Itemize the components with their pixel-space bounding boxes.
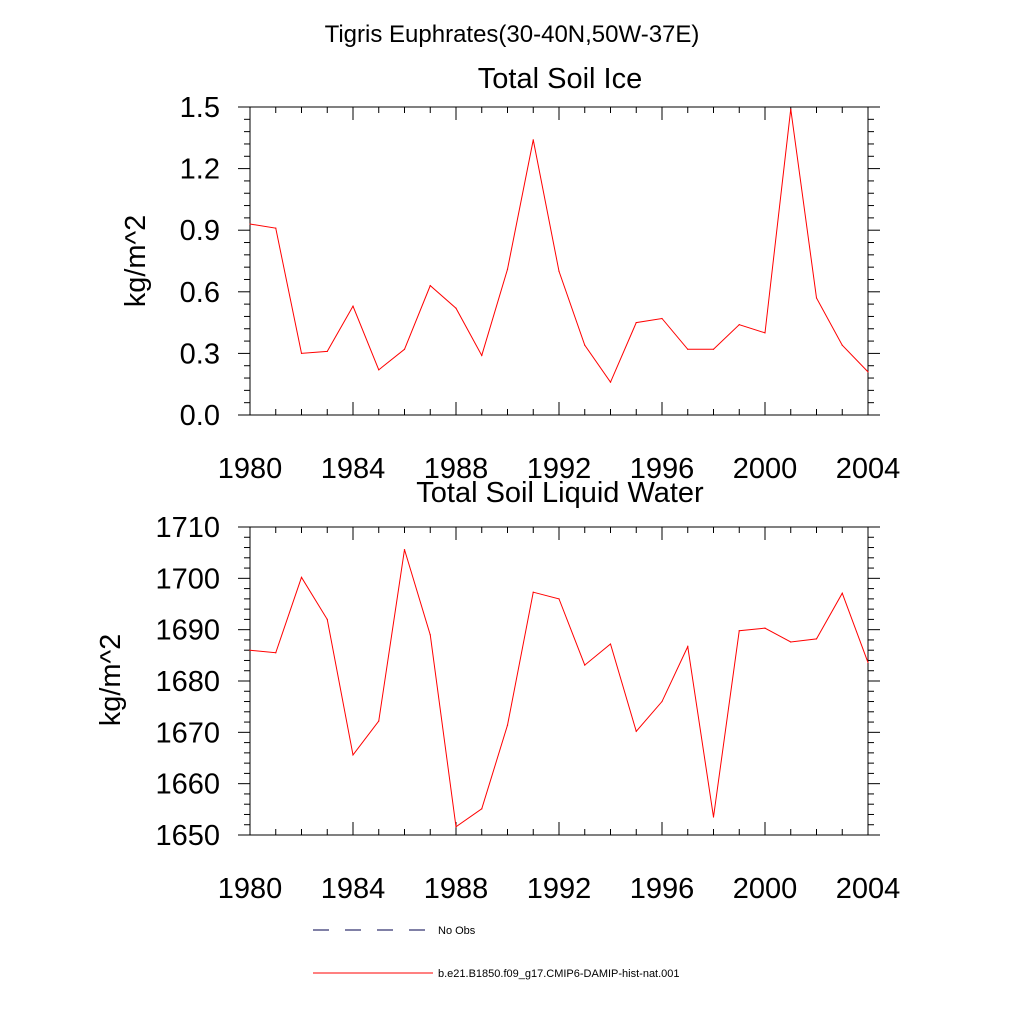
data-point: [609, 381, 612, 383]
data-point: [738, 630, 740, 632]
data-point: [738, 324, 740, 326]
panel-title: Total Soil Liquid Water: [416, 477, 704, 509]
data-point: [249, 223, 251, 225]
y-tick-label: 0.0: [180, 400, 220, 432]
data-point: [687, 348, 689, 350]
data-point: [712, 816, 715, 818]
y-tick-label: 1710: [155, 512, 220, 544]
legend-item-model-run: b.e21.B1850.f09_g17.CMIP6-DAMIP-hist-nat…: [313, 968, 680, 980]
data-point: [841, 592, 843, 594]
x-tick-label: 1988: [424, 873, 489, 905]
data-point: [790, 641, 792, 643]
data-point: [455, 826, 457, 828]
data-point: [249, 649, 251, 651]
legend: No Obs b.e21.B1850.f09_g17.CMIP6-DAMIP-h…: [313, 925, 680, 980]
y-tick-label: 0.3: [180, 338, 220, 370]
y-tick-label: 1680: [155, 666, 220, 698]
data-point: [712, 348, 715, 350]
x-tick-label: 1988: [424, 453, 489, 485]
data-point: [506, 268, 509, 270]
data-point: [661, 317, 663, 320]
y-tick-label: 1670: [155, 717, 220, 749]
x-tick-label: 2004: [836, 873, 901, 905]
y-tick-label: 1.5: [180, 92, 220, 124]
plot-area: 1980 1984 1988 1992 1996 2000 2004 1650 1660 1670…: [155, 512, 900, 905]
x-tick-label: 1980: [218, 453, 283, 485]
y-tick-label: 1700: [155, 563, 220, 595]
data-point: [635, 730, 637, 732]
data-point: [764, 332, 766, 334]
x-tick-label: 1992: [527, 453, 592, 485]
plot-frame: [249, 106, 869, 416]
data-point: [275, 652, 277, 654]
data-point: [815, 638, 818, 640]
data-point: [326, 350, 328, 352]
data-point: [687, 646, 689, 648]
data-point: [764, 627, 766, 629]
x-tick-label: 1992: [527, 873, 592, 905]
panel-soil-ice: Total Soil Ice kg/m^2 1980 1984 1988 1992 19…: [120, 63, 900, 485]
data-point: [429, 634, 431, 636]
figure-title: Tigris Euphrates(30-40N,50W-37E): [325, 21, 700, 48]
data-point: [300, 576, 303, 578]
legend-item-no-obs: No Obs: [313, 925, 476, 937]
y-axis-label: kg/m^2: [120, 215, 152, 308]
series-line: [249, 108, 869, 384]
y-tick-label: 1690: [155, 615, 220, 647]
data-point: [558, 270, 560, 272]
data-point: [867, 371, 869, 373]
data-point: [300, 352, 303, 354]
data-point: [455, 307, 457, 309]
data-point: [841, 344, 843, 346]
data-point: [584, 344, 586, 346]
data-point: [609, 643, 612, 645]
data-point: [558, 598, 560, 600]
y-axis-label: kg/m^2: [95, 634, 127, 727]
x-tick-label: 2000: [733, 453, 798, 485]
x-tick-label: 1980: [218, 873, 283, 905]
x-tick-label: 1984: [321, 453, 386, 485]
data-point: [326, 618, 328, 621]
x-tick-label: 2004: [836, 453, 901, 485]
plot-area: 1980 1984 1988 1992 1996 2000 2004 0.0 0.3 0.6 0.9…: [180, 92, 901, 485]
x-tick-label: 2000: [733, 873, 798, 905]
data-point: [275, 227, 277, 229]
y-tick-label: 1.2: [180, 154, 220, 186]
data-point: [403, 348, 406, 350]
data-point: [867, 661, 869, 664]
legend-label: No Obs: [438, 925, 476, 937]
data-point: [481, 808, 483, 810]
data-point: [532, 591, 534, 593]
panel-soil-liquid-water: Total Soil Liquid Water kg/m^2 1980 1984 1…: [95, 477, 900, 905]
data-point: [506, 724, 509, 726]
y-tick-label: 0.6: [180, 277, 220, 309]
data-point: [584, 664, 586, 666]
data-point: [403, 548, 406, 551]
series-line: [249, 549, 869, 828]
data-point: [790, 108, 792, 110]
panel-title: Total Soil Ice: [478, 63, 642, 95]
data-point: [352, 305, 354, 307]
legend-label: b.e21.B1850.f09_g17.CMIP6-DAMIP-hist-nat…: [438, 968, 680, 980]
data-point: [352, 754, 354, 756]
x-tick-label: 1996: [630, 873, 695, 905]
data-point: [429, 285, 431, 287]
x-tick-label: 1984: [321, 873, 386, 905]
y-tick-label: 0.9: [180, 215, 220, 247]
data-point: [661, 700, 663, 703]
data-point: [815, 297, 818, 299]
data-point: [378, 369, 380, 371]
data-point: [532, 139, 534, 141]
y-tick-label: 1660: [155, 769, 220, 801]
data-point: [481, 354, 483, 357]
data-point: [378, 720, 380, 722]
y-tick-label: 1650: [155, 820, 220, 852]
x-tick-label: 1996: [630, 453, 695, 485]
data-point: [635, 322, 637, 324]
plot-frame: [249, 526, 869, 836]
